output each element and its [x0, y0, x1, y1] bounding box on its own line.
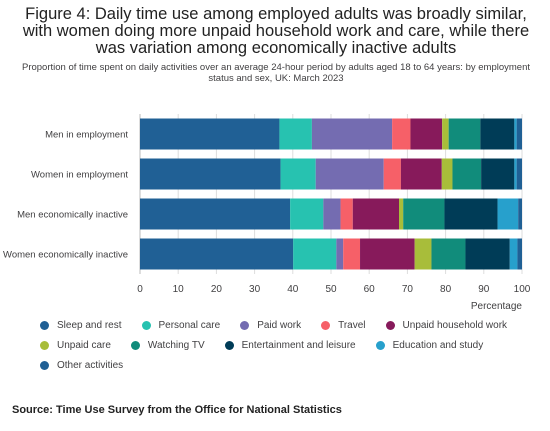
x-tick-100: 100 — [514, 284, 531, 295]
bar-segment-travel[interactable] — [343, 238, 361, 270]
bar-segment-sleep-and-rest[interactable] — [140, 158, 281, 190]
legend-label: Other activities — [57, 360, 124, 371]
legend-item[interactable]: Watching TV — [130, 340, 205, 351]
x-tick-labels: 0 10 20 30 40 50 60 70 80 90 100 — [137, 284, 531, 295]
x-tick-70: 70 — [402, 284, 414, 295]
legend-item[interactable]: Sleep and rest — [40, 320, 122, 331]
bar-segment-unpaid-household-work[interactable] — [410, 118, 443, 150]
legend-label: Education and study — [392, 340, 484, 351]
bar-segment-unpaid-care[interactable] — [441, 158, 453, 190]
bar-segment-unpaid-care[interactable] — [414, 238, 432, 270]
bar-segment-unpaid-household-work[interactable] — [360, 238, 415, 270]
bar-segment-education-and-study[interactable] — [514, 118, 517, 150]
x-tick-10: 10 — [173, 284, 185, 295]
legend-swatch — [141, 321, 151, 330]
legend-swatch — [375, 341, 385, 350]
legend-swatch — [321, 321, 331, 330]
legend-item[interactable]: Personal care — [141, 320, 221, 331]
bar-segment-personal-care[interactable] — [280, 158, 316, 190]
bar-segment-other-activities[interactable] — [518, 198, 522, 230]
legend-swatch — [385, 321, 395, 330]
legend-swatch — [40, 361, 49, 370]
bar-segment-unpaid-care[interactable] — [398, 198, 404, 230]
bar-segment-travel[interactable] — [383, 158, 401, 190]
legend-item[interactable]: Unpaid household work — [385, 320, 508, 331]
category-label: Women economically inactive — [3, 250, 128, 261]
bar-segment-paid-work[interactable] — [315, 158, 384, 190]
category-labels: Men in employment Women in employment Men … — [3, 130, 128, 261]
bar-segment-education-and-study[interactable] — [497, 198, 519, 230]
legend-item[interactable]: Education and study — [375, 340, 484, 351]
legend-label: Paid work — [257, 320, 302, 331]
bar-segment-other-activities[interactable] — [516, 158, 522, 190]
bar-segment-entertainment-and-leisure[interactable] — [444, 198, 498, 230]
bar-segment-watching-tv[interactable] — [431, 238, 466, 270]
x-tick-90: 90 — [478, 284, 490, 295]
legend-swatch — [240, 321, 250, 330]
legend-item[interactable]: Travel — [321, 320, 366, 331]
bar-segment-watching-tv[interactable] — [403, 198, 445, 230]
legend-swatch — [40, 321, 49, 330]
bar-segment-education-and-study[interactable] — [514, 158, 517, 190]
legend-item[interactable]: Other activities — [40, 360, 123, 371]
x-tick-30: 30 — [249, 284, 261, 295]
legend: Sleep and rest Personal care Paid work Trav… — [40, 320, 540, 371]
x-axis-label: Percentage — [471, 301, 523, 312]
legend-swatch — [224, 341, 234, 350]
bar-segment-education-and-study[interactable] — [509, 238, 518, 270]
bar-segment-entertainment-and-leisure[interactable] — [481, 158, 515, 190]
legend-swatch — [40, 341, 49, 350]
legend-label: Entertainment and leisure — [241, 340, 356, 351]
bar-segment-watching-tv[interactable] — [448, 118, 481, 150]
legend-label: Unpaid household work — [402, 320, 508, 331]
bar-segment-sleep-and-rest[interactable] — [140, 238, 294, 270]
legend-label: Unpaid care — [57, 340, 111, 351]
bar-segment-entertainment-and-leisure[interactable] — [480, 118, 515, 150]
x-tick-40: 40 — [287, 284, 299, 295]
bar-segment-watching-tv[interactable] — [452, 158, 482, 190]
bar-segment-other-activities[interactable] — [516, 118, 522, 150]
bar-segment-unpaid-household-work[interactable] — [400, 158, 442, 190]
bar-segment-other-activities[interactable] — [517, 238, 522, 270]
category-label: Women in employment — [31, 170, 128, 181]
bar-segment-paid-work[interactable] — [311, 118, 393, 150]
bar-segment-travel[interactable] — [392, 118, 411, 150]
legend-label: Travel — [338, 320, 366, 331]
bar-segment-personal-care[interactable] — [279, 118, 312, 150]
bar-segment-unpaid-household-work[interactable] — [352, 198, 399, 230]
bar-segment-paid-work[interactable] — [323, 198, 341, 230]
legend-label: Personal care — [158, 320, 221, 331]
bar-segment-sleep-and-rest[interactable] — [140, 118, 280, 150]
bar-segment-personal-care[interactable] — [293, 238, 337, 270]
legend-swatch — [130, 341, 140, 350]
x-tick-60: 60 — [364, 284, 376, 295]
bar-segment-personal-care[interactable] — [290, 198, 324, 230]
chart-title: Figure 4: Daily time use among employed … — [22, 5, 530, 57]
stacked-bar-chart: Men in employment Women in employment Men … — [3, 114, 531, 312]
bar-segment-paid-work[interactable] — [336, 238, 344, 270]
bar-segment-unpaid-care[interactable] — [442, 118, 449, 150]
category-label: Men economically inactive — [17, 210, 128, 221]
legend-label: Watching TV — [147, 340, 205, 351]
legend-item[interactable]: Unpaid care — [40, 340, 111, 351]
bars — [140, 118, 522, 270]
bar-segment-sleep-and-rest[interactable] — [140, 198, 291, 230]
chart-subtitle: Proportion of time spent on daily activi… — [21, 62, 530, 84]
bar-segment-entertainment-and-leisure[interactable] — [465, 238, 510, 270]
category-label: Men in employment — [45, 130, 128, 141]
source-note: Source: Time Use Survey from the Office … — [12, 404, 342, 416]
x-tick-50: 50 — [325, 284, 337, 295]
x-tick-20: 20 — [211, 284, 223, 295]
legend-item[interactable]: Paid work — [240, 320, 301, 331]
bar-segment-travel[interactable] — [340, 198, 353, 230]
legend-item[interactable]: Entertainment and leisure — [224, 340, 356, 351]
x-tick-80: 80 — [440, 284, 452, 295]
legend-label: Sleep and rest — [57, 320, 122, 331]
x-tick-0: 0 — [137, 284, 143, 295]
